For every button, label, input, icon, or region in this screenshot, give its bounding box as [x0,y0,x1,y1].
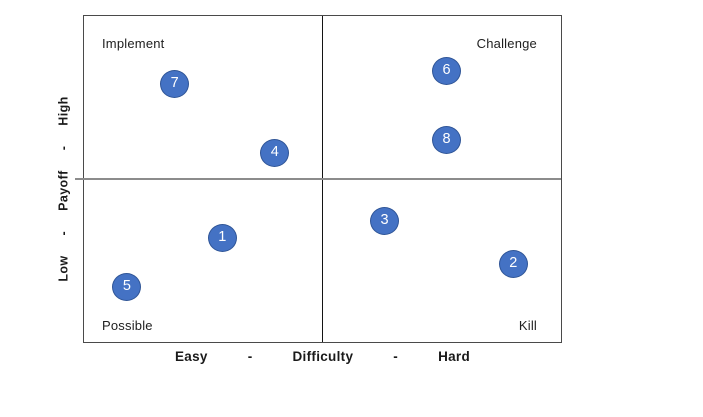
x-axis-easy-label: Easy [174,349,208,364]
quadrant-label-possible: Possible [102,318,153,333]
y-axis-dash: - [57,230,71,236]
data-point-7[interactable]: 7 [160,70,190,99]
y-axis-low-label: Low [57,255,71,282]
data-point-3[interactable]: 3 [370,207,399,236]
data-point-8[interactable]: 8 [432,125,462,154]
data-point-1[interactable]: 1 [207,223,237,252]
y-axis-dash: - [57,145,71,151]
quadrant-label-kill: Kill [518,318,537,333]
data-point-4[interactable]: 4 [260,138,290,167]
data-point-6[interactable]: 6 [432,57,462,86]
x-axis-hard-label: Hard [438,349,471,364]
horizontal-divider-line [84,177,561,181]
y-axis-label-text: Low - Payoff - High [57,96,71,281]
quadrant-label-challenge: Challenge [476,36,537,51]
y-axis-tick [75,177,84,181]
data-point-5[interactable]: 5 [112,272,142,301]
x-axis-dash: - [247,349,253,364]
plot-area: Implement Challenge Possible Kill 1 2 3 4 5 6… [75,15,562,343]
data-point-2[interactable]: 2 [498,249,528,278]
x-axis-difficulty-label: Difficulty [292,349,354,364]
x-axis-label: Easy - Difficulty - Hard [83,349,562,364]
quadrant-label-implement: Implement [102,36,165,51]
y-axis-payoff-label: Payoff [57,170,71,211]
x-axis-dash: - [393,349,399,364]
y-axis-high-label: High [57,96,71,126]
